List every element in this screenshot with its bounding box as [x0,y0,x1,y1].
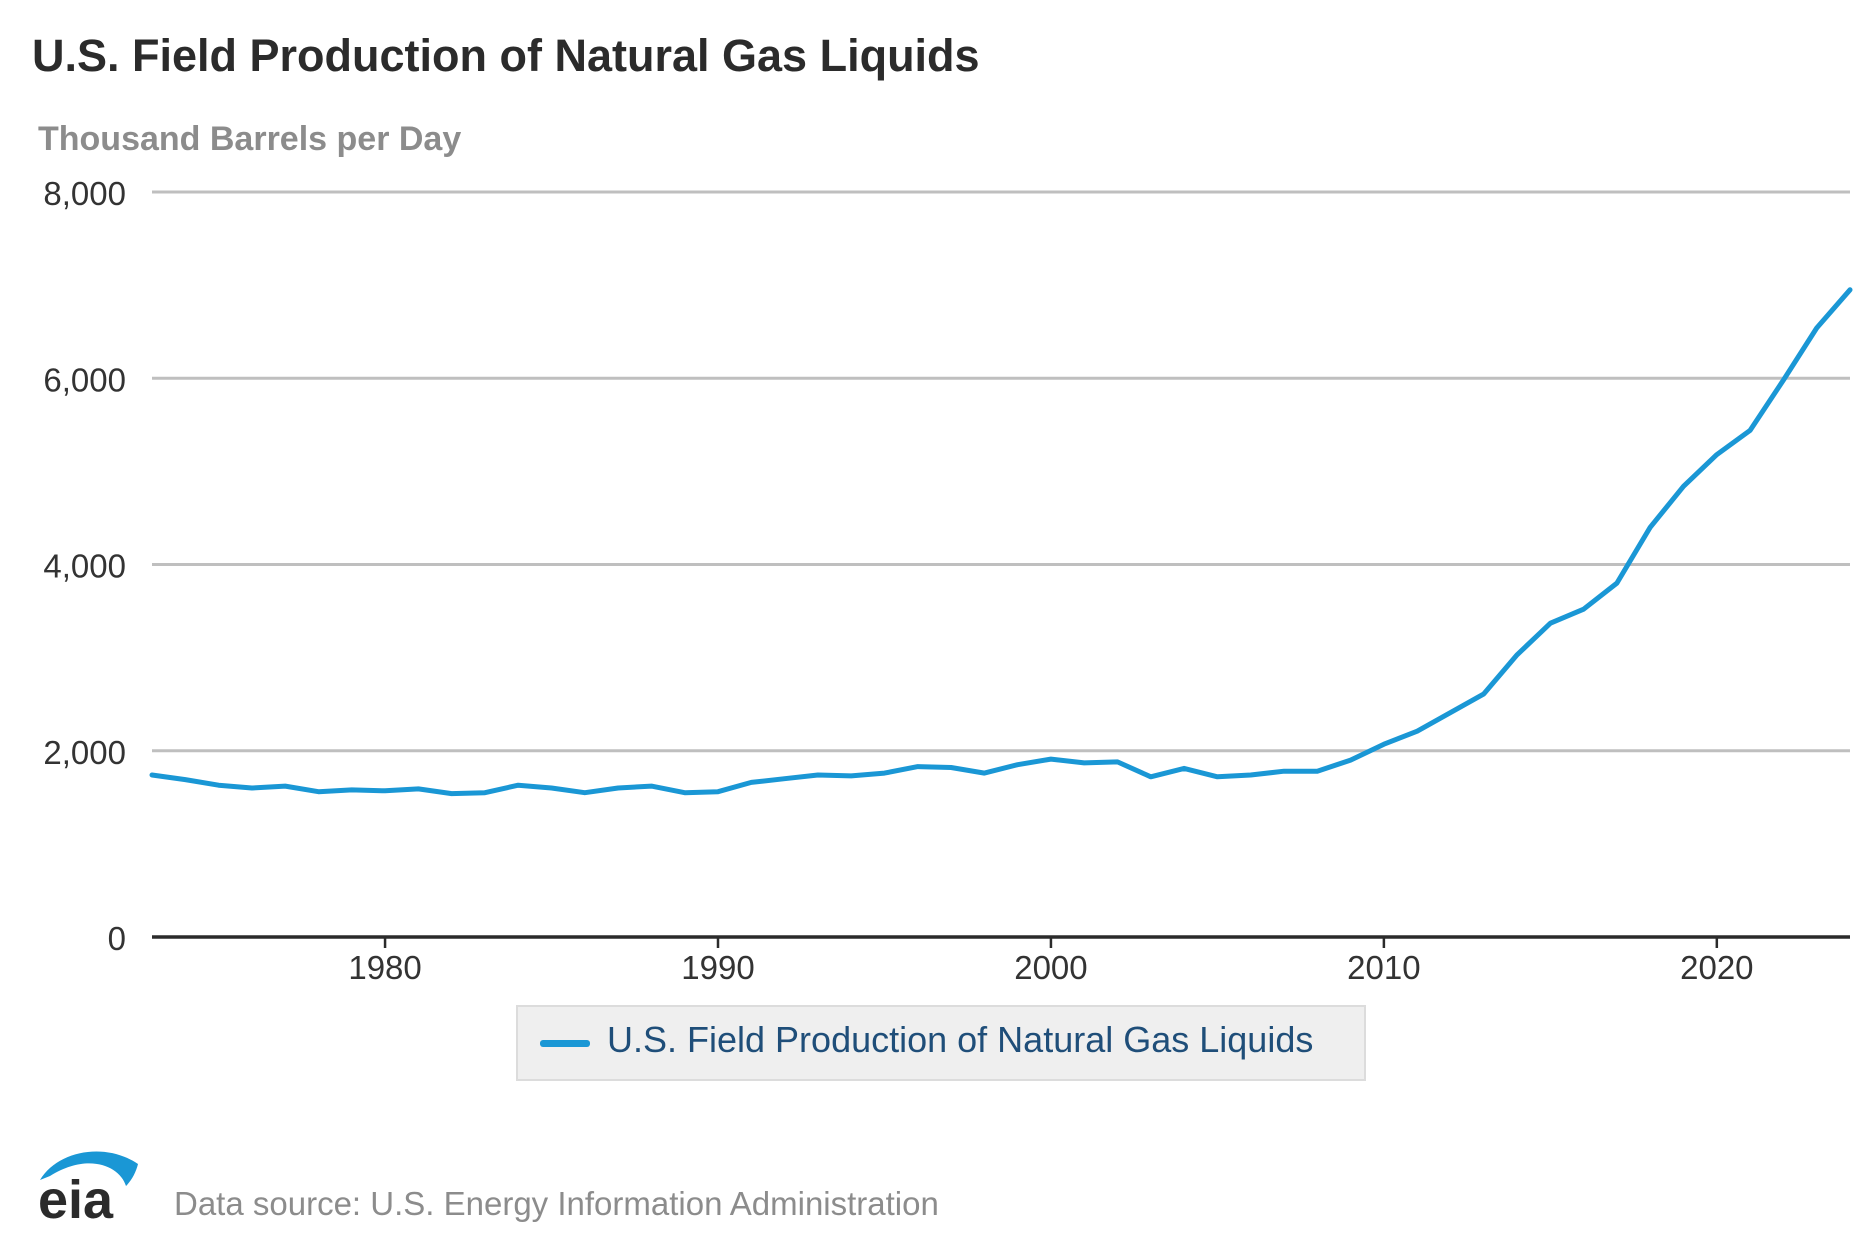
x-tick-label: 2020 [1680,949,1753,986]
y-tick-label: 0 [108,920,126,957]
axes [152,935,1850,948]
legend-label: U.S. Field Production of Natural Gas Liq… [607,1019,1314,1060]
tick-labels: 0 2,000 4,000 6,000 8,000 1980 1990 2000 2010 202… [43,175,1753,986]
y-tick-label: 8,000 [43,175,126,212]
series-line [149,287,1853,797]
x-tick-label: 2000 [1014,949,1087,986]
eia-logo-text: eia [38,1170,114,1222]
eia-logo-arc-icon [40,1151,138,1186]
x-tick-label: 2010 [1347,949,1420,986]
grid-lines [152,190,1850,753]
series-layer [149,287,1853,797]
legend-swatch [540,1040,590,1047]
data-source-note: Data source: U.S. Energy Information Adm… [174,1185,939,1222]
legend: U.S. Field Production of Natural Gas Liq… [516,1005,1366,1081]
chart-title: U.S. Field Production of Natural Gas Liq… [32,30,980,81]
y-tick-label: 4,000 [43,548,126,585]
eia-logo: eia [38,1151,138,1222]
chart-subtitle: Thousand Barrels per Day [38,120,462,158]
y-tick-label: 6,000 [43,361,126,398]
x-tick-label: 1990 [681,949,754,986]
y-tick-label: 2,000 [43,734,126,771]
x-tick-label: 1980 [348,949,421,986]
